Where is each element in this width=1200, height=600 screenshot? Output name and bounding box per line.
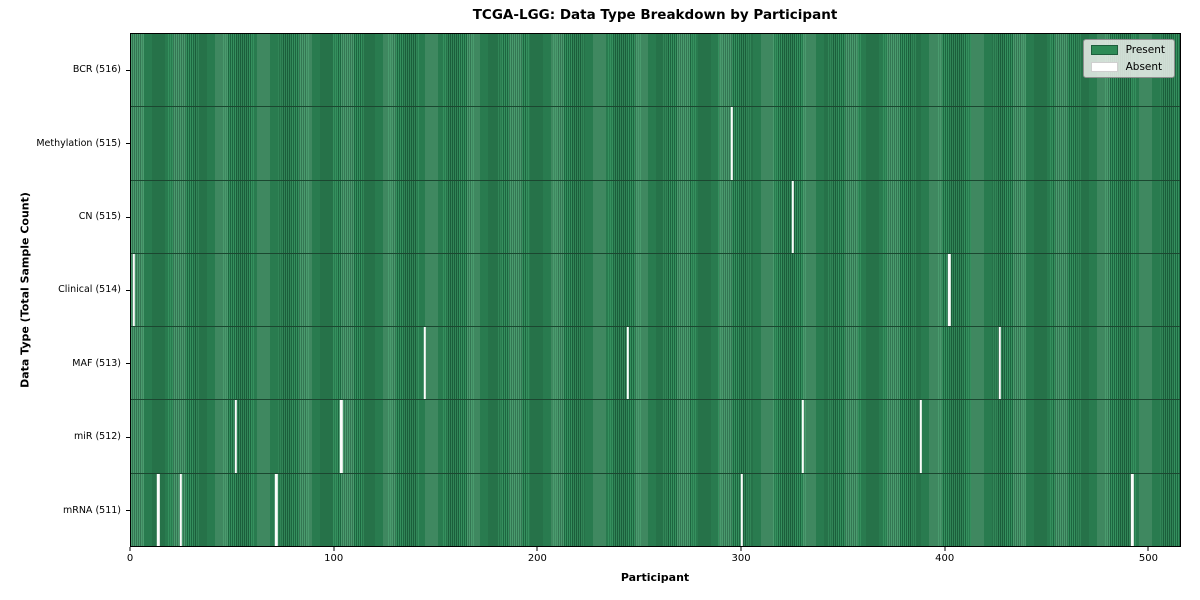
y-tick-label-methylation: Methylation (515) [0,106,130,179]
y-tick-mark [126,143,130,145]
x-tick-mark [536,547,538,551]
heatmap-row-clinical [131,252,1180,327]
y-tick-label-mrna: mRNA (511) [0,474,130,547]
absent-marker [791,180,794,253]
legend-label-absent: Absent [1125,60,1163,73]
absent-marker [157,473,160,546]
absent-marker [626,327,630,400]
y-tick-mark [126,363,130,365]
chart-title: TCGA-LGG: Data Type Breakdown by Partici… [472,7,838,23]
y-tick-mark [126,216,130,218]
y-tick-mark [126,289,130,291]
absent-marker [801,400,805,473]
y-tick-mark [126,69,130,71]
x-tick-mark [944,547,946,551]
y-tick-text: mRNA (511) [62,504,121,516]
x-tick-label: 200 [527,553,547,564]
absent-marker [1131,473,1134,546]
y-tick-mark [126,510,130,512]
y-tick-text: miR (512) [73,431,121,443]
y-tick-label-mir: miR (512) [0,400,130,473]
absent-marker [340,400,343,473]
y-tick-text: Clinical (514) [58,284,121,296]
legend-item-present: Present [1090,44,1165,56]
absent-marker [423,327,426,400]
y-tick-mark [126,436,130,438]
absent-marker [132,253,136,327]
absent-marker [730,107,733,180]
heatmap-row-maf [131,326,1180,400]
x-tick-label: 0 [126,553,134,564]
y-tick-label-cn: CN (515) [0,180,130,253]
absent-marker [919,400,922,473]
absent-marker [948,253,951,327]
y-tick-label-maf: MAF (513) [0,327,130,400]
heatmap-row-methylation [131,106,1180,180]
heatmap-row-bcr [131,34,1180,107]
x-axis-ticks: 0 100 200 300 400 500 [126,547,1181,571]
x-tick-mark [333,547,335,551]
absent-marker [740,473,744,546]
absent-marker [179,473,182,546]
legend-item-absent: Absent [1090,60,1165,73]
x-tick-label: 400 [935,553,955,564]
legend: Present Absent [1082,39,1175,78]
absent-marker [234,400,237,473]
heatmap-row-mir [131,399,1180,473]
heatmap-row-cn [131,179,1180,253]
y-axis-labels: BCR (516) Methylation (515) CN (515) Clinic… [0,33,130,547]
x-tick-mark [1147,547,1149,551]
y-tick-label-bcr: BCR (516) [0,33,130,106]
present-swatch-icon [1090,45,1118,56]
x-tick-label: 100 [324,553,344,564]
x-tick-label: 500 [1138,553,1158,564]
x-tick-mark [129,547,131,551]
x-tick-label: 300 [731,553,751,564]
heatmap-row-mrna [131,472,1180,546]
y-tick-text: BCR (516) [72,64,121,76]
x-axis-title: Participant [620,571,690,584]
absent-marker [275,473,278,546]
legend-label-present: Present [1125,44,1165,56]
y-tick-text: MAF (513) [72,357,121,369]
y-tick-label-clinical: Clinical (514) [0,253,130,326]
y-tick-text: Methylation (515) [36,137,121,149]
absent-marker [998,327,1002,400]
y-tick-text: CN (515) [78,211,121,223]
heatmap-plot [130,33,1181,547]
x-tick-mark [740,547,742,551]
absent-swatch-icon [1090,61,1118,72]
